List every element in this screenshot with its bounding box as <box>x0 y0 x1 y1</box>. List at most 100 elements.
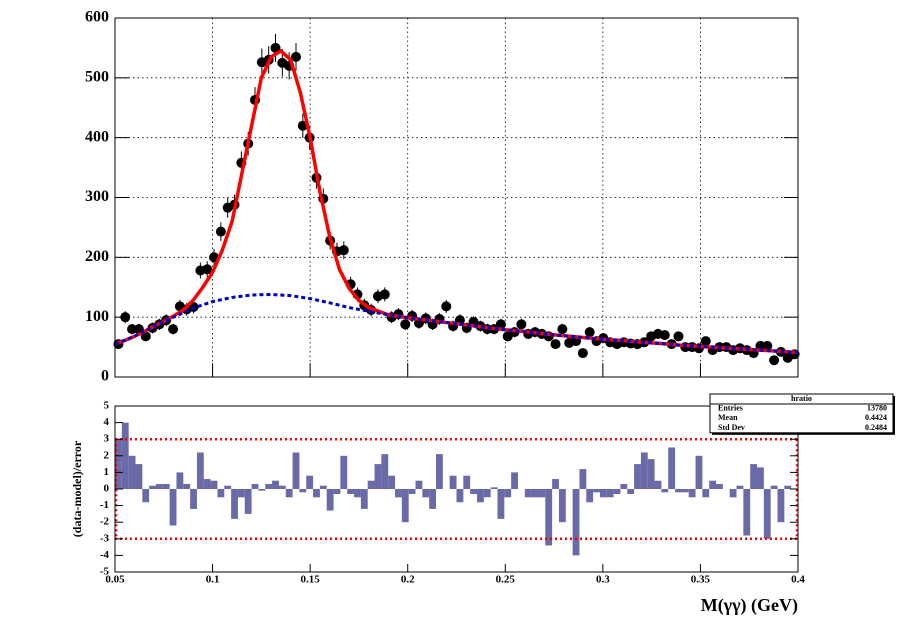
bar <box>374 464 382 489</box>
x-tick-label: 0.05 <box>105 574 125 586</box>
bar <box>121 422 129 489</box>
bar <box>538 489 546 498</box>
panel: -5 -4 -3 -2 -1 0 1 2 3 4 5 0.05 0.1 0.15 0.2 0.25 0.3 0.3… <box>70 393 895 616</box>
bar <box>750 464 758 489</box>
x-tick-label: 0.2 <box>401 574 415 586</box>
y-tick-label: -3 <box>100 532 110 544</box>
bar <box>490 487 498 489</box>
data-point <box>550 339 561 350</box>
y-tick-label: 0 <box>101 368 109 385</box>
bar <box>162 484 170 489</box>
bar <box>354 489 361 498</box>
bar <box>681 489 689 493</box>
stats-box: hratio Entries 13780 Mean 0.4424 Std Dev 0.248… <box>709 393 895 435</box>
bar <box>709 480 717 489</box>
bar <box>251 484 259 489</box>
data-point <box>202 264 213 275</box>
bar <box>572 489 580 556</box>
bar <box>422 489 430 498</box>
y-tick-label: 400 <box>85 128 109 145</box>
bar <box>483 489 491 498</box>
bar <box>634 464 641 489</box>
plot-area <box>113 33 800 366</box>
bar <box>763 489 771 539</box>
data-point <box>769 355 780 366</box>
bar <box>743 489 751 536</box>
stats-label: Std Dev <box>718 423 745 432</box>
stats-value: 0.2484 <box>865 423 887 432</box>
bar <box>388 475 396 489</box>
bar <box>524 489 532 498</box>
bar <box>688 489 696 498</box>
bar <box>675 489 682 493</box>
bar <box>620 484 628 489</box>
bar <box>231 489 238 519</box>
bar <box>347 489 355 494</box>
bar <box>599 489 607 498</box>
y-tick-label: 4 <box>104 416 110 428</box>
bar <box>135 464 143 489</box>
bar <box>408 489 416 494</box>
bar <box>306 475 314 489</box>
y-tick-label: 600 <box>85 9 109 26</box>
bar <box>183 484 191 489</box>
x-tick-label: 0.25 <box>496 574 516 586</box>
data-point <box>290 51 301 62</box>
bar <box>285 489 293 498</box>
data-point <box>584 327 595 338</box>
bar <box>668 447 676 489</box>
bar <box>770 485 778 489</box>
bar <box>292 452 300 489</box>
bar <box>278 485 286 489</box>
bar <box>784 485 792 489</box>
data-point <box>400 319 411 330</box>
bar <box>401 489 409 523</box>
bar <box>326 489 334 511</box>
data-point <box>577 348 588 359</box>
bar <box>237 489 245 498</box>
x-tick-label: 0.35 <box>691 574 711 586</box>
bar <box>586 489 594 503</box>
bar <box>640 452 648 489</box>
data-point <box>168 324 179 335</box>
bar <box>265 484 273 489</box>
y-tick-label: -2 <box>100 516 110 528</box>
bar <box>395 489 402 498</box>
bar <box>463 475 471 489</box>
bar <box>169 489 177 526</box>
bar <box>593 489 600 493</box>
bar <box>449 475 457 489</box>
bar <box>470 489 477 494</box>
bar <box>313 489 320 498</box>
bar <box>340 455 348 489</box>
bar <box>203 479 211 489</box>
bar <box>258 489 266 491</box>
data-point <box>270 42 281 53</box>
bar <box>244 489 252 514</box>
data-point <box>379 289 390 300</box>
stats-label: Mean <box>718 413 738 422</box>
bar <box>333 489 341 494</box>
y-tick-label: -5 <box>100 566 110 578</box>
y-tick-label: -1 <box>100 499 109 511</box>
bar <box>736 485 744 489</box>
bar <box>149 485 156 489</box>
bar <box>777 489 785 523</box>
bar <box>128 455 136 489</box>
y-tick-label: 100 <box>85 308 109 325</box>
bar <box>299 489 307 493</box>
data-point <box>659 330 670 341</box>
x-tick-label: 0.1 <box>206 574 220 586</box>
bar <box>504 489 512 498</box>
bar <box>757 467 764 489</box>
bar <box>190 489 197 509</box>
bar <box>456 489 464 503</box>
bar <box>476 489 484 503</box>
bar <box>497 489 505 519</box>
bar <box>558 489 566 523</box>
bar <box>606 489 614 498</box>
data-point <box>338 245 349 256</box>
bar <box>531 489 539 498</box>
